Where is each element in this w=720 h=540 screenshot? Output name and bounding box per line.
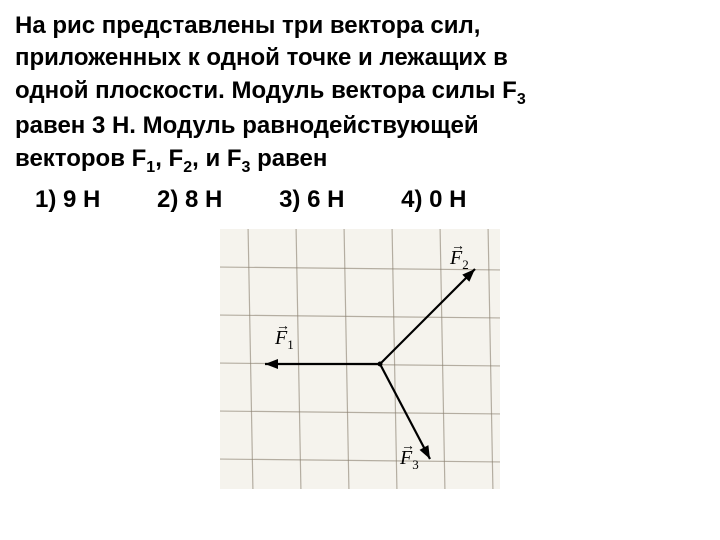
label-f1: →F1 bbox=[275, 327, 294, 353]
text-line-3: одной плоскости. Модуль вектора силы F bbox=[15, 77, 517, 104]
option-1: 1) 9 Н bbox=[35, 186, 100, 213]
answer-options: 1) 9 Н 2) 8 Н 3) 6 Н 4) 0 Н bbox=[15, 186, 705, 214]
problem-text: На рис представлены три вектора сил, при… bbox=[15, 10, 705, 178]
option-3: 3) 6 Н bbox=[279, 186, 344, 213]
text-sub-3: 3 bbox=[517, 91, 526, 108]
option-4: 4) 0 Н bbox=[401, 186, 466, 213]
option-2: 2) 8 Н bbox=[157, 186, 222, 213]
text-line-5d: равен bbox=[250, 145, 327, 172]
label-f3: →F3 bbox=[400, 447, 419, 473]
text-line-1: На рис представлены три вектора сил, bbox=[15, 12, 480, 39]
text-sub-2: 2 bbox=[183, 158, 192, 175]
diagram-container: →F1 →F2 →F3 bbox=[15, 229, 705, 489]
vector-diagram: →F1 →F2 →F3 bbox=[220, 229, 500, 489]
text-line-5c: , и F bbox=[192, 145, 241, 172]
text-line-2: приложенных к одной точке и лежащих в bbox=[15, 44, 508, 71]
label-f2: →F2 bbox=[450, 247, 469, 273]
text-sub-1: 1 bbox=[146, 158, 155, 175]
text-line-4: равен 3 Н. Модуль равнодействующей bbox=[15, 112, 479, 139]
text-line-5b: , F bbox=[155, 145, 183, 172]
text-line-5a: векторов F bbox=[15, 145, 146, 172]
